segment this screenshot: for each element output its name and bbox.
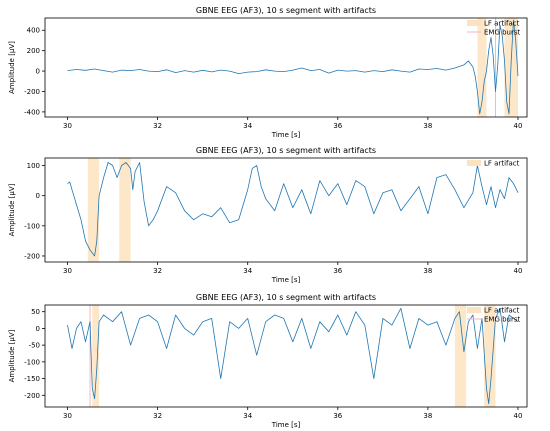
legend-swatch-lf-artifact: [467, 307, 481, 313]
x-tick-label: 38: [423, 122, 432, 130]
legend-entry: LF artifact: [484, 160, 520, 168]
legend-swatch-lf-artifact: [467, 20, 481, 26]
signal-line: [67, 162, 519, 257]
y-tick-label: -400: [24, 108, 40, 116]
legend-entry: LF artifact: [484, 20, 520, 28]
signal-line: [67, 307, 519, 405]
x-tick-label: 36: [333, 122, 342, 130]
x-tick-label: 32: [153, 267, 162, 275]
y-tick-label: -100: [24, 358, 40, 366]
x-tick-label: 32: [153, 412, 162, 420]
y-axis-label: Amplitude [μV]: [8, 329, 16, 382]
y-tick-label: -100: [24, 222, 40, 230]
y-tick-label: -200: [24, 88, 40, 96]
y-tick-label: 0: [36, 325, 40, 333]
y-axis-label: Amplitude [μV]: [8, 41, 16, 94]
x-tick-label: 30: [63, 122, 72, 130]
y-tick-label: -150: [24, 375, 40, 383]
chart-title: GBNE EEG (AF3), 10 s segment with artifa…: [196, 146, 376, 155]
legend: LF artifact: [467, 160, 520, 168]
chart-title: GBNE EEG (AF3), 10 s segment with artifa…: [196, 6, 376, 15]
axes-frame: [44, 157, 528, 263]
axes-frame: [44, 304, 528, 408]
legend-entry: LF artifact: [484, 307, 520, 315]
lf-artifact-span: [92, 305, 100, 407]
lf-artifact-span: [484, 305, 496, 407]
y-tick-label: -200: [24, 252, 40, 260]
lf-artifact-span: [87, 158, 100, 262]
x-tick-label: 34: [243, 267, 252, 275]
subplot-2: 30 32 34 36 38 40 -200 -100 0 100 GBNE EEG (AF3), …: [8, 146, 528, 284]
y-axis-label: Amplitude [μV]: [8, 183, 16, 236]
lf-artifact-span: [119, 158, 131, 262]
y-tick-label: 100: [27, 162, 40, 170]
x-tick-label: 34: [243, 122, 252, 130]
x-tick-label: 30: [63, 267, 72, 275]
y-tick-label: 50: [31, 308, 40, 316]
x-tick-label: 32: [153, 122, 162, 130]
y-tick-label: 0: [36, 68, 40, 76]
x-tick-label: 34: [243, 412, 252, 420]
y-tick-label: -50: [29, 342, 40, 350]
y-tick-label: -200: [24, 392, 40, 400]
lf-artifact-span: [454, 305, 467, 407]
legend-swatch-lf-artifact: [467, 160, 481, 166]
x-tick-label: 38: [423, 267, 432, 275]
x-tick-label: 30: [63, 412, 72, 420]
y-tick-label: 200: [27, 47, 40, 55]
axes-frame: [44, 17, 528, 118]
legend-entry: EMG burst: [484, 29, 521, 37]
x-tick-label: 40: [514, 267, 523, 275]
x-tick-label: 36: [333, 267, 342, 275]
x-axis-label: Time [s]: [271, 421, 301, 429]
x-tick-label: 40: [514, 412, 523, 420]
signal-line: [67, 19, 519, 115]
y-tick-label: 400: [27, 27, 40, 35]
x-tick-label: 40: [514, 122, 523, 130]
lf-artifact-span: [477, 18, 487, 117]
x-tick-label: 36: [333, 412, 342, 420]
x-tick-label: 38: [423, 412, 432, 420]
x-axis-label: Time [s]: [271, 276, 301, 284]
legend-entry: EMG burst: [484, 316, 521, 324]
y-tick-label: 0: [36, 192, 40, 200]
subplot-1: 30 32 34 36 38 40 -400 -200 0 200 400 GBNE EEG (AF3…: [8, 6, 528, 139]
subplot-3: 30 32 34 36 38 40 -200 -150 -100 -50 0 50 GBNE EEG (…: [8, 293, 528, 429]
x-axis-label: Time [s]: [271, 131, 301, 139]
chart-title: GBNE EEG (AF3), 10 s segment with artifa…: [196, 293, 376, 302]
